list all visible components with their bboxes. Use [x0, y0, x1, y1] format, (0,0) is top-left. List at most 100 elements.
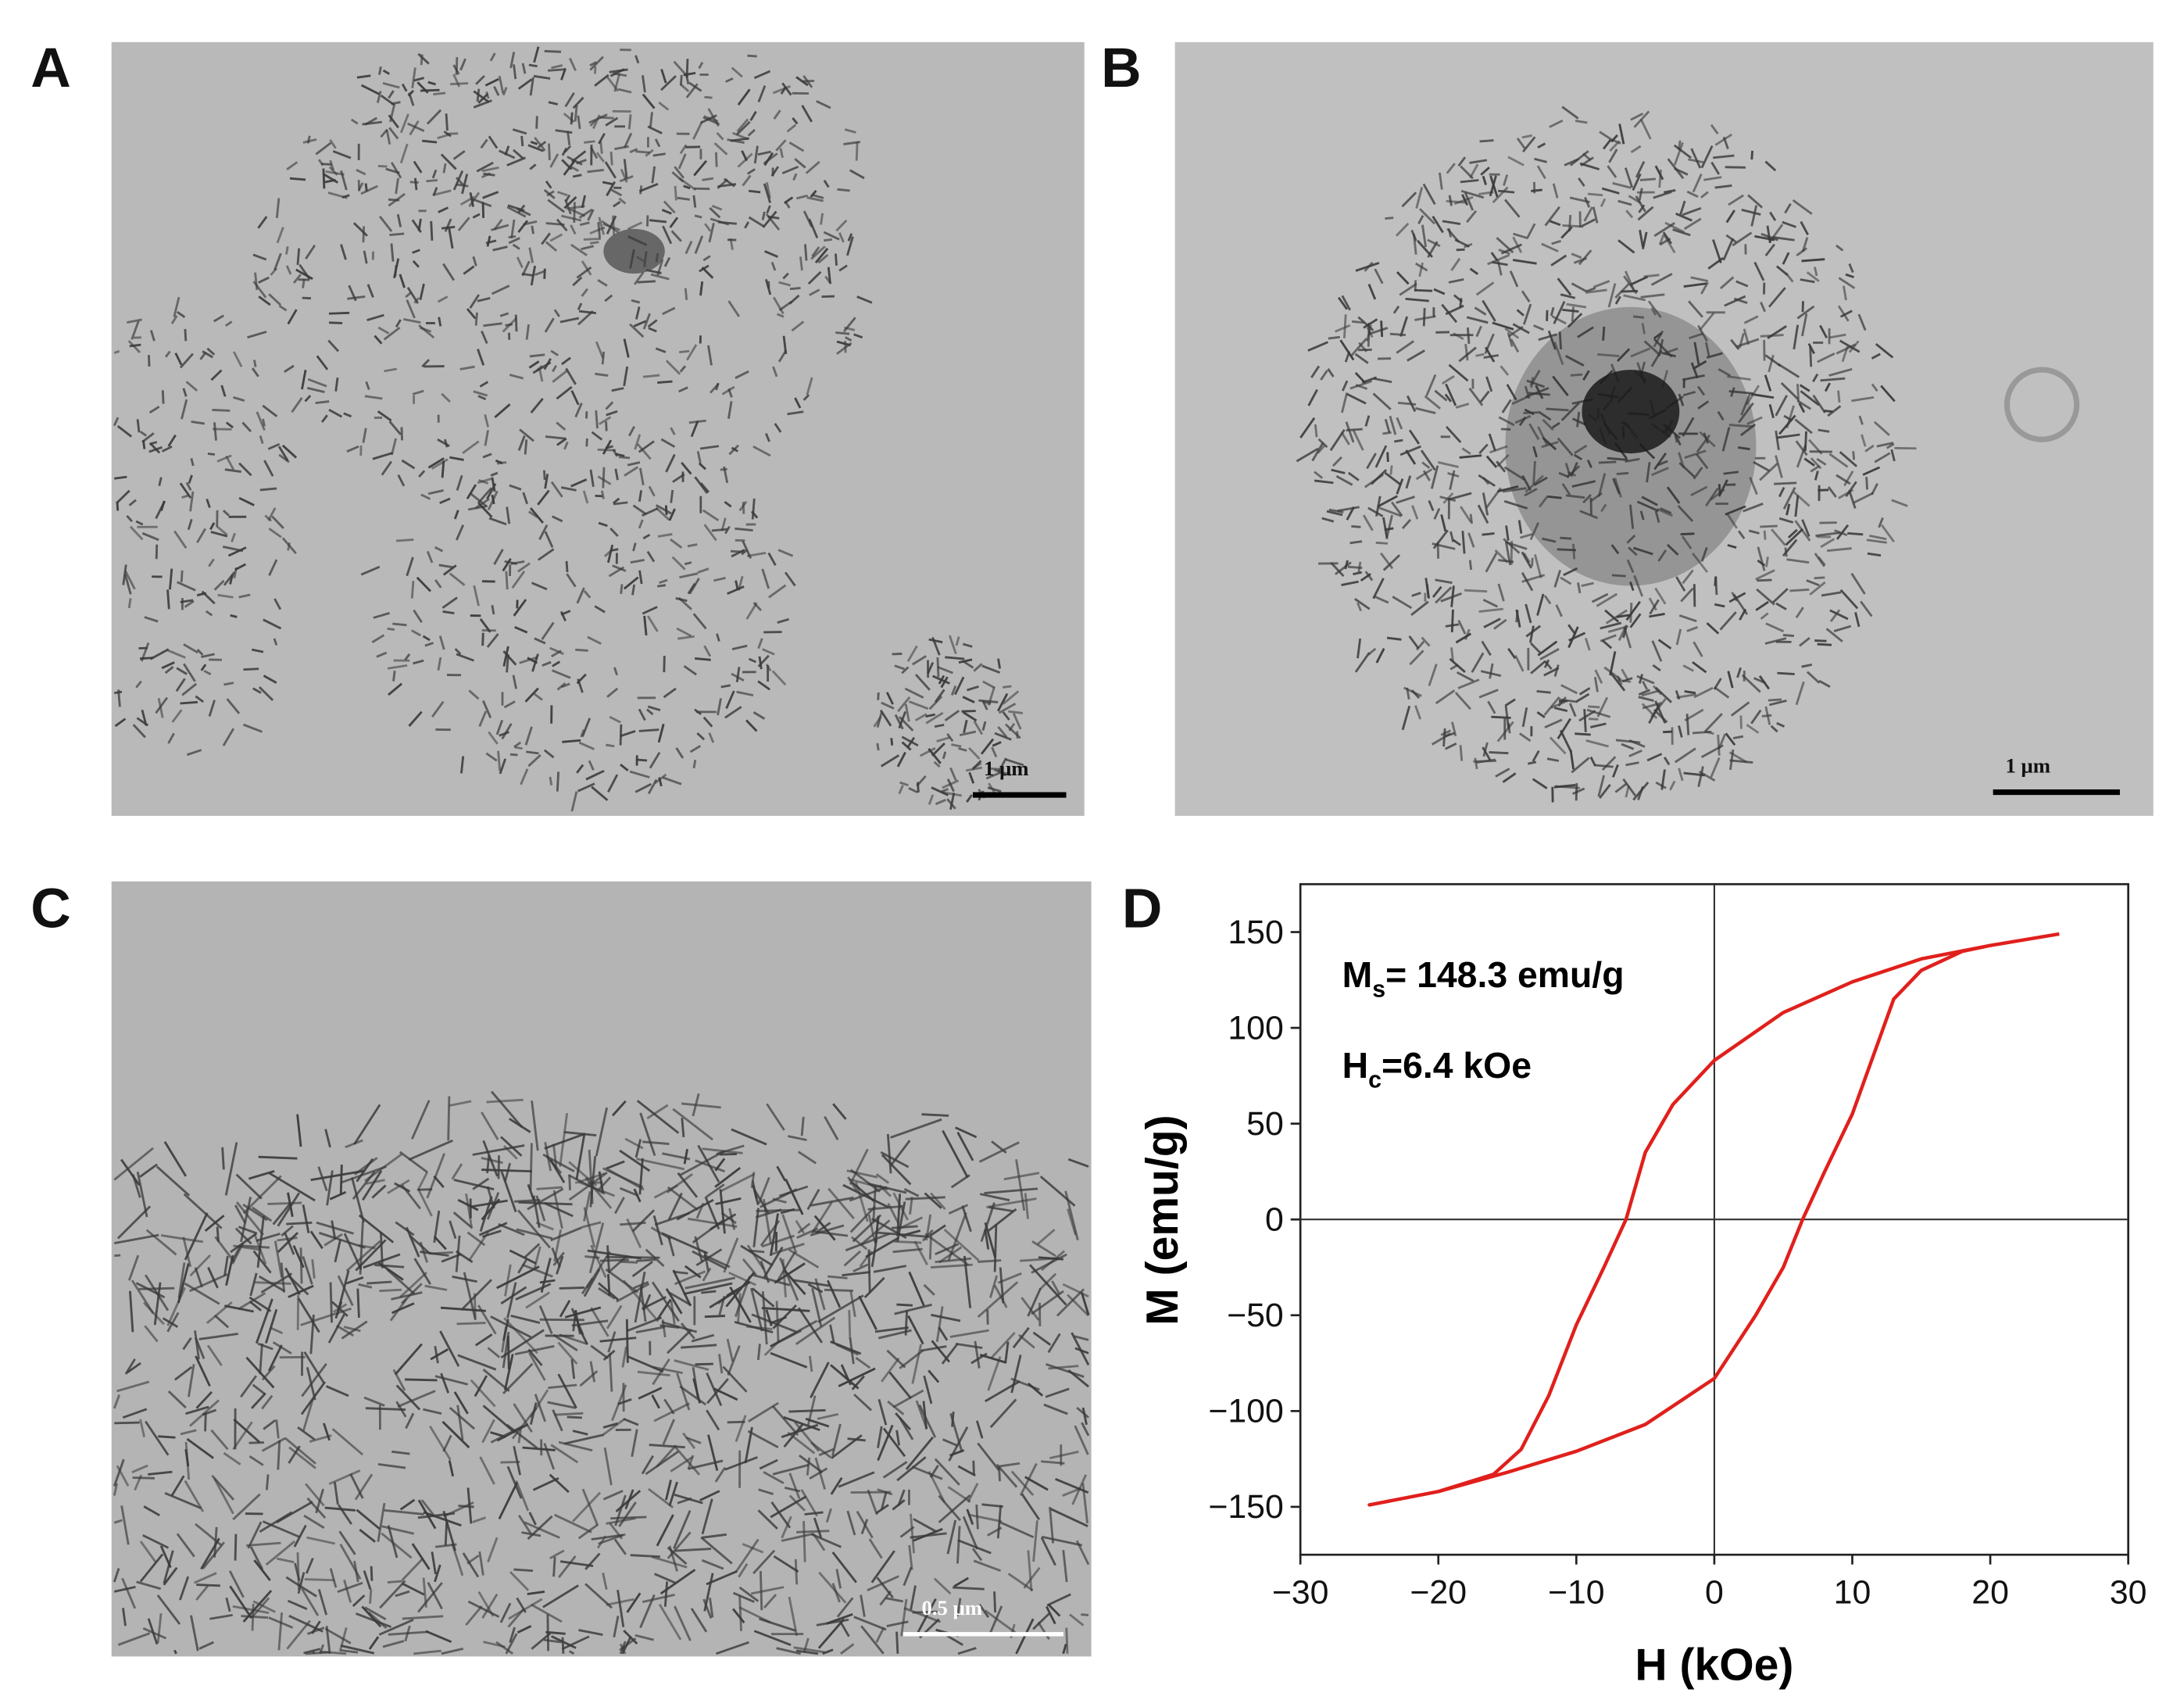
nanorod: [646, 615, 659, 632]
nanorod: [1676, 692, 1697, 699]
nanorod: [699, 445, 720, 450]
nanorod: [1621, 289, 1639, 293]
nanorod: [406, 286, 420, 304]
nanorod: [758, 1488, 774, 1495]
nanorod: [704, 95, 713, 99]
nanorod: [457, 217, 470, 231]
nanorod: [272, 1203, 291, 1226]
nanorod: [1690, 276, 1709, 283]
nanorod: [575, 1133, 586, 1181]
nanorod: [1512, 323, 1530, 335]
nanorod: [808, 1355, 813, 1372]
nanorod: [1503, 499, 1528, 510]
nanorod: [1396, 340, 1414, 354]
nanorod: [892, 1247, 923, 1254]
panel-label: A: [30, 37, 71, 99]
nanorod: [598, 1287, 616, 1300]
nanorod: [961, 710, 976, 713]
nanorod: [660, 69, 667, 84]
nanorod: [609, 715, 621, 724]
nanorod: [1654, 587, 1667, 605]
nanorod: [182, 1236, 192, 1268]
nanorod: [931, 742, 945, 757]
nanorod: [189, 1254, 212, 1277]
nanorod: [1074, 1425, 1089, 1455]
nanorod: [1727, 375, 1751, 381]
nanorod: [493, 86, 500, 96]
nanorod: [649, 751, 661, 769]
nanorod: [1700, 546, 1708, 562]
nanorod: [846, 236, 854, 256]
nanorod: [818, 1571, 847, 1604]
nanorod: [963, 719, 968, 733]
nanorod: [1482, 299, 1496, 322]
nanorod: [423, 1408, 442, 1415]
nanorod: [956, 1342, 983, 1349]
nanorod: [378, 66, 382, 75]
nanorod: [512, 243, 520, 250]
nanorod: [1581, 582, 1594, 588]
nanorod: [549, 233, 563, 242]
nanorod: [595, 410, 599, 429]
nanorod: [117, 689, 121, 707]
nanorod: [388, 192, 406, 207]
nanorod: [1612, 138, 1621, 145]
nanorod: [190, 1615, 199, 1652]
nanorod: [814, 247, 829, 264]
nanorod: [724, 500, 732, 508]
nanorod: [978, 1259, 1002, 1263]
nanorod: [365, 1407, 406, 1411]
nanorod: [179, 482, 192, 499]
nanorod: [439, 1330, 460, 1367]
nanorod: [636, 443, 652, 460]
nanorod: [935, 799, 946, 806]
nanorod: [166, 649, 186, 659]
nanorod: [1801, 664, 1813, 668]
nanorod: [830, 1364, 860, 1390]
nanorod: [1704, 713, 1723, 732]
nanorod: [358, 1214, 395, 1244]
nanorod: [609, 527, 619, 537]
nanorod: [470, 1379, 496, 1408]
nanorod: [642, 313, 651, 330]
nanorod: [663, 200, 676, 214]
nanorod: [898, 716, 914, 732]
nanorod: [268, 528, 282, 539]
nanorod: [1067, 1369, 1089, 1388]
nanorod: [456, 1322, 486, 1326]
nanorod: [1594, 669, 1603, 684]
nanorod: [735, 527, 753, 532]
nanorod: [231, 1242, 245, 1265]
nanorod: [534, 637, 546, 645]
nanorod: [1549, 220, 1561, 227]
nanorod: [1764, 243, 1775, 257]
nanorod: [709, 1598, 714, 1618]
nanorod: [306, 1497, 327, 1519]
nanorod: [820, 213, 824, 225]
nanorod: [1784, 202, 1792, 214]
nanorod: [1396, 271, 1410, 285]
nanorod: [422, 139, 438, 144]
nanorod: [369, 1589, 373, 1604]
nanorod: [391, 1291, 423, 1301]
nanorod: [318, 1231, 366, 1249]
nanorod: [424, 642, 434, 647]
nanorod: [994, 768, 1012, 776]
nanorod: [1023, 1566, 1041, 1589]
nanorod: [356, 1508, 381, 1530]
nanorod: [610, 1516, 647, 1520]
nanorod: [1591, 592, 1609, 603]
nanorod: [211, 1475, 235, 1501]
nanorod: [977, 1281, 1019, 1318]
nanorod: [195, 695, 205, 703]
nanorod: [933, 760, 941, 768]
nanorod: [202, 350, 213, 359]
nanorod: [1340, 431, 1350, 446]
nanorod: [517, 1259, 527, 1274]
nanorod: [896, 1193, 902, 1236]
nanorod: [251, 367, 259, 378]
nanorod: [1653, 453, 1667, 471]
nanorod: [170, 1475, 185, 1497]
nanorod: [422, 635, 431, 642]
nanorod: [673, 1510, 692, 1549]
